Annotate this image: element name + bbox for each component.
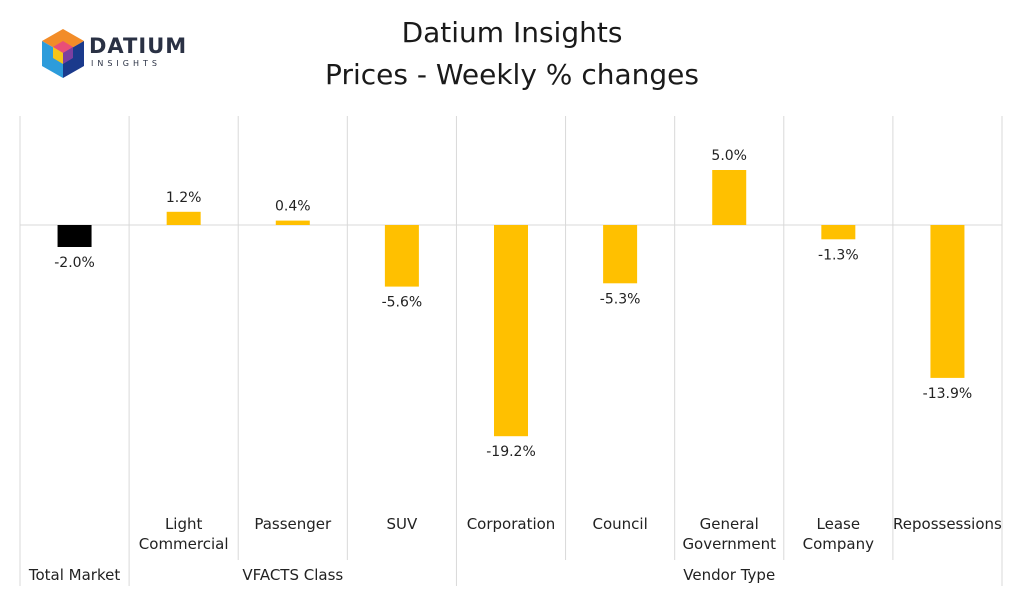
category-label-council: Council — [592, 515, 647, 533]
data-label-repossessions: -13.9% — [923, 386, 973, 402]
category-label-light-commercial: Light — [165, 515, 203, 533]
category-label-lease-company: Company — [803, 535, 874, 553]
category-label-light-commercial: Commercial — [139, 535, 229, 553]
chart-title: Datium Insights — [401, 16, 623, 49]
data-label-general-government: 5.0% — [711, 148, 747, 164]
data-label-council: -5.3% — [600, 291, 641, 307]
data-label-suv: -5.6% — [382, 295, 423, 311]
data-label-light-commercial: 1.2% — [166, 190, 202, 206]
data-label-corporation: -19.2% — [486, 444, 536, 460]
group-label-vendor-type: Vendor Type — [683, 566, 775, 584]
category-label-suv: SUV — [387, 515, 419, 533]
category-label-general-government: Government — [682, 535, 776, 553]
data-label-total-market: -2.0% — [54, 255, 95, 271]
bar-repossessions — [930, 225, 965, 378]
chart-subtitle: Prices - Weekly % changes — [325, 58, 699, 91]
category-label-general-government: General — [700, 515, 759, 533]
bar-corporation — [494, 225, 528, 437]
datium-logo: DATIUM INSIGHTS — [38, 26, 188, 82]
bar-general-government — [712, 170, 747, 225]
category-label-passenger: Passenger — [254, 515, 332, 533]
category-label-lease-company: Lease — [817, 515, 861, 533]
logo-subtitle: INSIGHTS — [91, 59, 161, 68]
bar-council — [603, 225, 638, 284]
datium-cube-icon — [42, 29, 84, 78]
bar-passenger — [275, 220, 310, 225]
group-label-vfacts-class: VFACTS Class — [242, 566, 343, 584]
bar-light-commercial — [166, 211, 201, 225]
logo-wordmark: DATIUM — [89, 34, 188, 58]
category-label-repossessions: Repossessions — [893, 515, 1002, 533]
category-label-corporation: Corporation — [467, 515, 556, 533]
bar-total-market — [57, 225, 92, 247]
bar-lease-company — [821, 225, 856, 240]
group-label-total-market: Total Market — [28, 566, 120, 584]
data-label-lease-company: -1.3% — [818, 247, 859, 263]
bar-suv — [384, 225, 419, 287]
data-label-passenger: 0.4% — [275, 199, 311, 215]
